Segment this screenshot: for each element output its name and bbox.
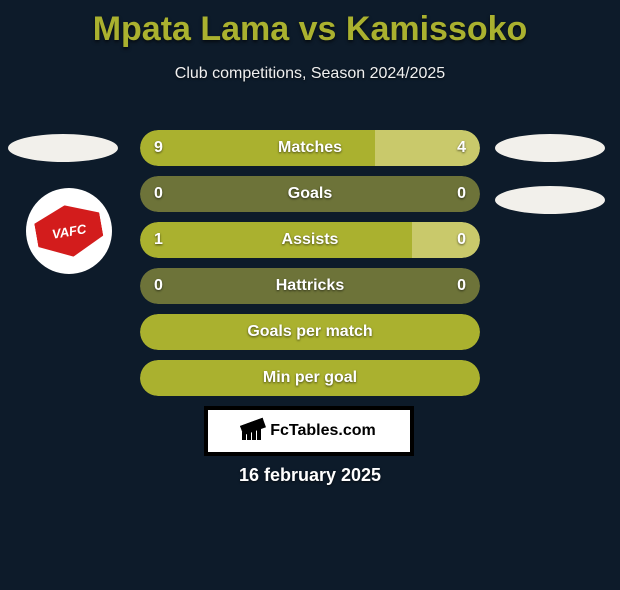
shield-icon: VAFC	[32, 200, 106, 263]
badge-label: VAFC	[51, 221, 88, 242]
stat-value-right: 0	[457, 222, 466, 258]
stat-row: Hattricks0 0	[140, 268, 480, 304]
club-badge-left: VAFC	[26, 188, 112, 274]
page-subtitle: Club competitions, Season 2024/2025	[0, 65, 620, 83]
stat-value-right: 4	[457, 130, 466, 166]
stat-value-right: 0	[457, 176, 466, 212]
stat-label: Goals per match	[140, 314, 480, 350]
stat-value-left: 9	[154, 130, 163, 166]
fctables-label: FcTables.com	[270, 422, 376, 440]
stat-row: Assists1 0	[140, 222, 480, 258]
stat-value-left: 0	[154, 268, 163, 304]
stat-row: Goals per match	[140, 314, 480, 350]
stats-column: Matches94Goals00Assists10Hattricks00Goal…	[140, 130, 480, 406]
page-date: 16 february 2025	[0, 465, 620, 486]
page-title: Mpata Lama vs Kamissoko	[0, 10, 620, 49]
stat-row: Matches9 4	[140, 130, 480, 166]
stat-value-left: 1	[154, 222, 163, 258]
stat-row: Goals0 0	[140, 176, 480, 212]
stat-row: Min per goal	[140, 360, 480, 396]
right-decor-ellipse-1	[495, 134, 605, 162]
stat-label: Min per goal	[140, 360, 480, 396]
left-decor-ellipse	[8, 134, 118, 162]
stat-label: Goals	[140, 176, 480, 212]
stat-label: Hattricks	[140, 268, 480, 304]
fctables-badge: FcTables.com	[204, 406, 414, 456]
stat-value-left: 0	[154, 176, 163, 212]
bar-chart-icon	[242, 422, 264, 440]
stat-value-right: 0	[457, 268, 466, 304]
right-decor-ellipse-2	[495, 186, 605, 214]
stat-label: Assists	[140, 222, 480, 258]
stat-label: Matches	[140, 130, 480, 166]
